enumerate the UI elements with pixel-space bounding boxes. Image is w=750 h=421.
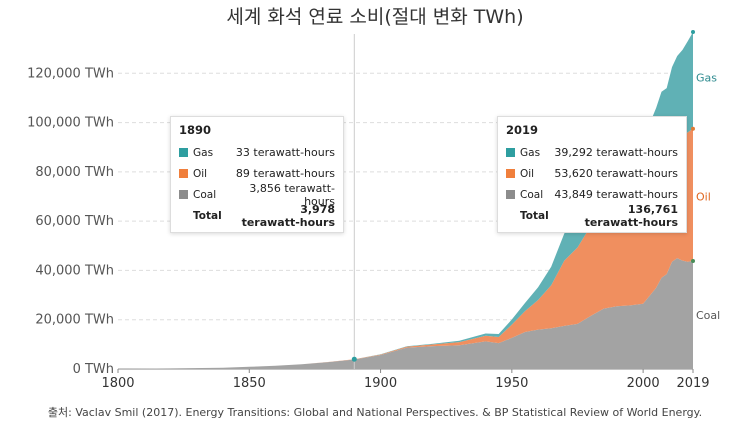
total-spacer [506, 211, 515, 220]
y-tick-label: 40,000 TWh [35, 263, 114, 278]
y-tick-label: 100,000 TWh [27, 116, 114, 131]
area-coal [118, 258, 693, 369]
x-tick-label: 1850 [233, 376, 266, 391]
gas-swatch [506, 148, 515, 157]
source-note: 출처: Vaclav Smil (2017). Energy Transitio… [47, 406, 703, 419]
chart-title: 세계 화석 연료 소비(절대 변화 TWh) [226, 6, 524, 28]
tooltip-series-name: Oil [193, 167, 208, 180]
tooltip-year: 2019 [506, 123, 539, 137]
tooltip-total-value: 3,978 terawatt-hours [241, 202, 335, 229]
x-tick-label: 2019 [676, 376, 709, 391]
x-tick-label: 1800 [101, 376, 134, 391]
tooltip-value: 43,849 terawatt-hours [554, 188, 678, 201]
tooltip-row-gas: Gas 39,292 terawatt-hours [506, 142, 678, 163]
tooltip-value: 39,292 terawatt-hours [554, 146, 678, 159]
tooltip-1890: 1890 Gas 33 terawatt-hours Oil 89 terawa… [170, 116, 344, 233]
series-end-labels: Gas Oil Coal [696, 71, 720, 322]
total-spacer [179, 211, 188, 220]
gas-swatch [179, 148, 188, 157]
tooltip-series-name: Gas [193, 146, 214, 159]
end-dot-coal [691, 258, 695, 263]
end-dot-oil [691, 126, 695, 131]
y-axis-ticks: 0 TWh 20,000 TWh 40,000 TWh 60,000 TWh 80,00… [27, 66, 114, 377]
area-series [118, 29, 695, 369]
series-label-gas: Gas [696, 71, 717, 84]
x-axis-ticks: 1800 1850 1900 1950 2000 2019 [101, 369, 710, 391]
tooltip-value: 53,620 terawatt-hours [554, 167, 678, 180]
area-gas [118, 32, 693, 369]
coal-swatch [179, 190, 188, 199]
y-tick-label: 20,000 TWh [35, 313, 114, 328]
tooltip-total-label: Total [193, 209, 222, 222]
tooltip-year: 1890 [179, 123, 212, 137]
x-tick-label: 1950 [495, 376, 528, 391]
tooltip-series-name: Gas [520, 146, 541, 159]
oil-swatch [179, 169, 188, 178]
end-dot-gas [691, 29, 695, 34]
tooltip-value: 3,856 terawatt-hours [249, 181, 335, 208]
tooltip-value: 89 terawatt-hours [235, 167, 335, 180]
x-tick-label: 1900 [364, 376, 397, 391]
oil-swatch [506, 169, 515, 178]
tooltip-row-coal: Coal 3,856 terawatt-hours [179, 181, 335, 208]
x-tick-label: 2000 [627, 376, 660, 391]
series-label-oil: Oil [696, 191, 711, 204]
tooltip-row-oil: Oil 89 terawatt-hours [179, 163, 335, 184]
hover-marker [351, 34, 357, 369]
tooltip-row-coal: Coal 43,849 terawatt-hours [506, 184, 678, 205]
tooltip-series-name: Coal [193, 188, 217, 201]
series-label-coal: Coal [696, 309, 720, 322]
tooltip-total-value: 136,761 terawatt-hours [584, 202, 678, 229]
tooltip-2019: 2019 Gas 39,292 terawatt-hours Oil 53,62… [497, 116, 687, 233]
tooltip-row-oil: Oil 53,620 terawatt-hours [506, 163, 678, 184]
y-tick-label: 0 TWh [73, 362, 114, 377]
tooltip-row-total: Total 136,761 terawatt-hours [506, 202, 678, 229]
y-tick-label: 80,000 TWh [35, 165, 114, 180]
tooltip-row-total: Total 3,978 terawatt-hours [179, 202, 335, 229]
tooltip-series-name: Oil [520, 167, 535, 180]
y-tick-label: 120,000 TWh [27, 66, 114, 81]
tooltip-series-name: Coal [520, 188, 544, 201]
hover-dot [351, 356, 357, 362]
tooltip-total-label: Total [520, 209, 549, 222]
tooltip-row-gas: Gas 33 terawatt-hours [179, 142, 335, 163]
area-oil [118, 128, 693, 369]
tooltip-value: 33 terawatt-hours [235, 146, 335, 159]
y-tick-label: 60,000 TWh [35, 214, 114, 229]
coal-swatch [506, 190, 515, 199]
